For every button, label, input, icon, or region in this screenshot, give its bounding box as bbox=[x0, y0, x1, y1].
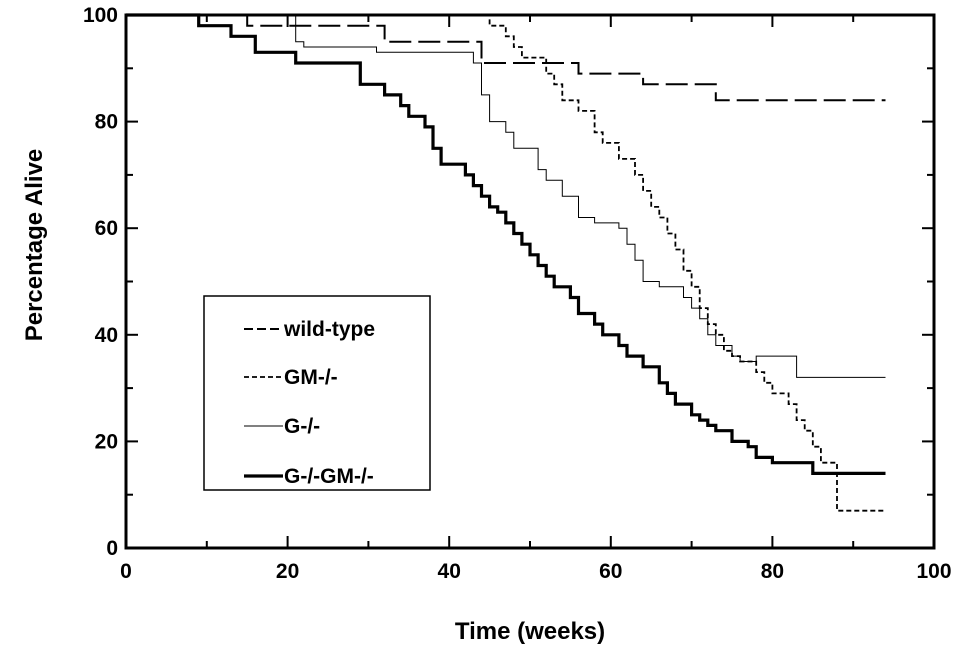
y-tick-label: 40 bbox=[95, 324, 118, 347]
series-lines bbox=[126, 13, 886, 512]
legend-label: wild-type bbox=[283, 318, 375, 341]
x-tick-label: 100 bbox=[916, 560, 951, 583]
series-line-GM-/- bbox=[126, 14, 886, 512]
x-tick-label: 40 bbox=[438, 560, 461, 583]
y-tick-label: 60 bbox=[95, 217, 118, 240]
legend-label: GM-/- bbox=[284, 366, 338, 389]
legend: wild-type GM-/- G-/- G-/-GM-/- bbox=[203, 295, 431, 491]
y-tick-label: 0 bbox=[106, 537, 118, 560]
series-line-wild-type bbox=[126, 14, 886, 102]
legend-box bbox=[203, 295, 431, 491]
series-line-G-/-GM-/- bbox=[126, 13, 886, 475]
x-tick-label: 80 bbox=[761, 560, 784, 583]
x-tick-label: 20 bbox=[276, 560, 299, 583]
axes: 0 20 40 60 80 100 0 20 40 60 80 100 bbox=[83, 4, 952, 583]
x-axis-label: Time (weeks) bbox=[455, 618, 605, 645]
y-tick-label: 80 bbox=[95, 111, 118, 134]
y-tick-label: 20 bbox=[95, 430, 118, 453]
series-line-G-/- bbox=[126, 14, 886, 378]
x-tick-label: 60 bbox=[599, 560, 622, 583]
y-tick-label: 100 bbox=[83, 4, 118, 27]
x-tick-label: 0 bbox=[120, 560, 132, 583]
y-axis-label: Percentage Alive bbox=[21, 149, 48, 342]
legend-label: G-/- bbox=[284, 415, 320, 438]
legend-label: G-/-GM-/- bbox=[284, 465, 374, 488]
